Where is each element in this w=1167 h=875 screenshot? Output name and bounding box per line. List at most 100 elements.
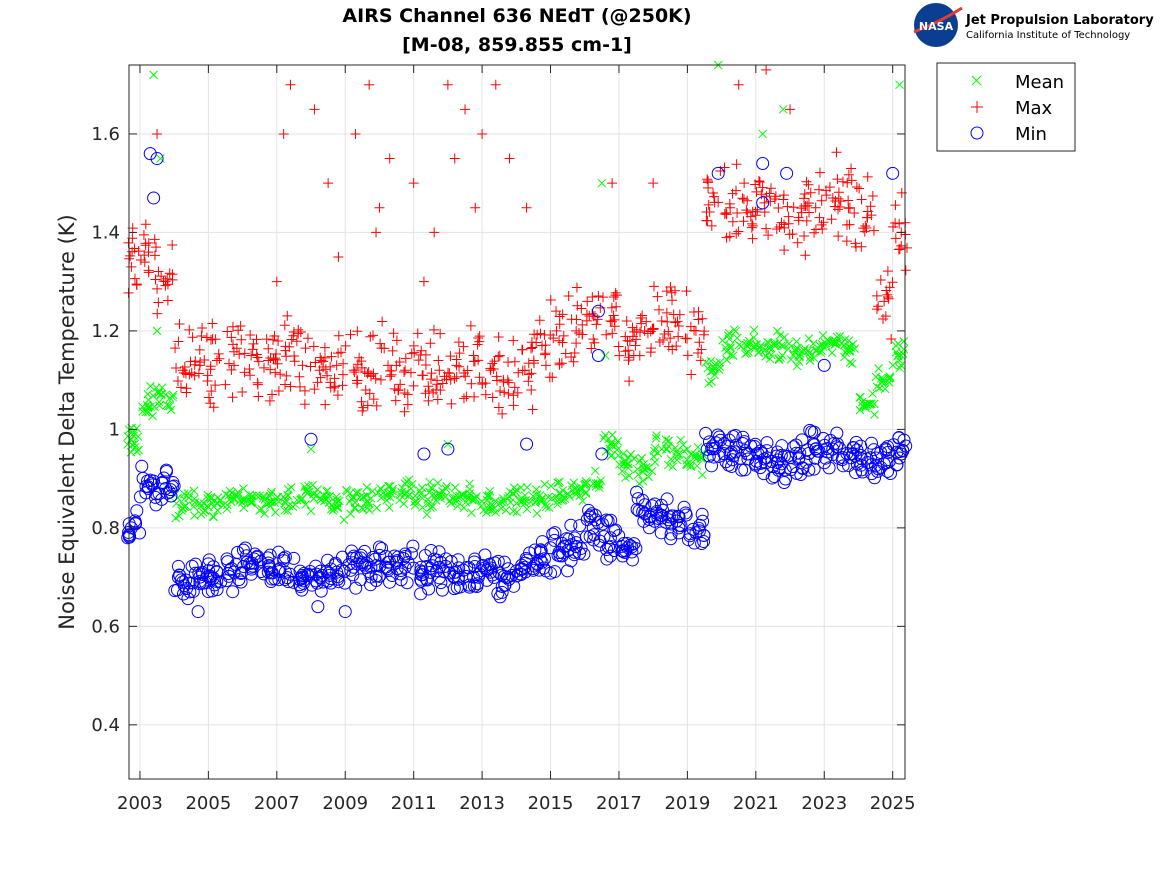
mean-point bbox=[704, 379, 714, 388]
max-point bbox=[315, 352, 326, 363]
max-point bbox=[415, 349, 426, 360]
min-point bbox=[133, 526, 147, 540]
mean-point bbox=[639, 464, 649, 474]
mean-point bbox=[558, 495, 568, 505]
mean-outlier-point bbox=[600, 351, 610, 360]
max-point bbox=[284, 341, 295, 352]
y-tick-label: 0.6 bbox=[91, 616, 120, 637]
mean-point bbox=[682, 444, 692, 454]
mean-point bbox=[223, 500, 232, 510]
jpl-name: Jet Propulsion Laboratory bbox=[965, 13, 1154, 28]
mean-point bbox=[258, 493, 268, 503]
min-point bbox=[247, 552, 261, 566]
x-tick-label: 2019 bbox=[664, 793, 710, 814]
max-point bbox=[508, 400, 519, 411]
max-point bbox=[783, 211, 794, 222]
min-point bbox=[478, 548, 492, 562]
mean-point bbox=[649, 452, 659, 461]
max-point bbox=[635, 313, 646, 324]
mean-point bbox=[772, 339, 782, 349]
max-point bbox=[890, 200, 901, 211]
max-outlier-point bbox=[309, 104, 320, 115]
max-point bbox=[375, 374, 386, 385]
max-point bbox=[152, 308, 163, 319]
max-point bbox=[665, 281, 676, 292]
mean-point bbox=[239, 503, 249, 513]
max-point bbox=[399, 367, 410, 378]
mean-point bbox=[400, 479, 410, 489]
min-point bbox=[695, 536, 709, 550]
x-tick-label: 2007 bbox=[254, 793, 300, 814]
max-point bbox=[458, 393, 469, 404]
max-point bbox=[356, 356, 367, 367]
max-point bbox=[236, 334, 247, 345]
mean-point bbox=[132, 423, 141, 433]
max-point bbox=[890, 233, 901, 244]
max-point bbox=[738, 194, 749, 205]
max-point bbox=[817, 223, 828, 234]
max-point bbox=[458, 341, 469, 352]
mean-point bbox=[770, 339, 779, 349]
min-point bbox=[478, 561, 492, 575]
min-point bbox=[263, 548, 277, 562]
min-point bbox=[129, 517, 143, 531]
min-outlier-point bbox=[591, 304, 605, 318]
max-point bbox=[126, 261, 137, 272]
min-point bbox=[878, 442, 892, 456]
max-point bbox=[435, 328, 446, 339]
min-point bbox=[400, 576, 414, 590]
max-point bbox=[887, 277, 898, 288]
mean-point bbox=[316, 495, 326, 505]
grid bbox=[129, 65, 905, 779]
mean-point bbox=[847, 359, 857, 369]
max-point bbox=[703, 176, 714, 187]
max-point bbox=[472, 339, 483, 350]
max-point bbox=[446, 398, 457, 409]
min-point bbox=[264, 575, 278, 589]
mean-point bbox=[325, 492, 335, 501]
max-point bbox=[239, 367, 250, 378]
mean-point bbox=[803, 346, 812, 356]
y-tick-label: 1.4 bbox=[91, 222, 120, 243]
min-point bbox=[654, 498, 668, 512]
max-point bbox=[829, 201, 840, 212]
min-point bbox=[650, 506, 664, 520]
max-point bbox=[703, 199, 714, 210]
min-point bbox=[543, 541, 557, 555]
max-point bbox=[630, 340, 641, 351]
max-point bbox=[235, 320, 246, 331]
max-point bbox=[202, 370, 213, 381]
min-point bbox=[314, 584, 328, 598]
min-point bbox=[527, 559, 541, 573]
max-point bbox=[831, 147, 842, 158]
max-point bbox=[846, 175, 857, 186]
mean-point bbox=[132, 447, 142, 456]
max-point bbox=[849, 207, 860, 218]
min-point bbox=[767, 470, 781, 484]
max-point bbox=[880, 311, 891, 322]
max-point bbox=[227, 392, 238, 403]
max-point bbox=[608, 292, 619, 303]
max-point bbox=[139, 250, 150, 261]
max-point bbox=[706, 220, 717, 231]
max-point bbox=[330, 381, 341, 392]
max-point bbox=[375, 338, 386, 349]
legend: Mean Max Min bbox=[936, 62, 1076, 152]
max-outlier-point bbox=[785, 104, 796, 115]
max-point bbox=[239, 348, 250, 359]
max-point bbox=[631, 334, 642, 345]
max-point bbox=[803, 179, 814, 190]
max-point bbox=[884, 282, 895, 293]
min-point bbox=[665, 517, 679, 531]
max-point bbox=[129, 273, 140, 284]
mean-point bbox=[596, 476, 606, 485]
mean-point bbox=[621, 473, 630, 483]
max-point bbox=[796, 203, 807, 214]
mean-outlier-point bbox=[597, 178, 607, 188]
min-point bbox=[793, 446, 807, 460]
min-point bbox=[324, 576, 338, 590]
min-point bbox=[807, 462, 821, 476]
x-tick-label: 2005 bbox=[185, 793, 231, 814]
max-point bbox=[181, 383, 192, 394]
